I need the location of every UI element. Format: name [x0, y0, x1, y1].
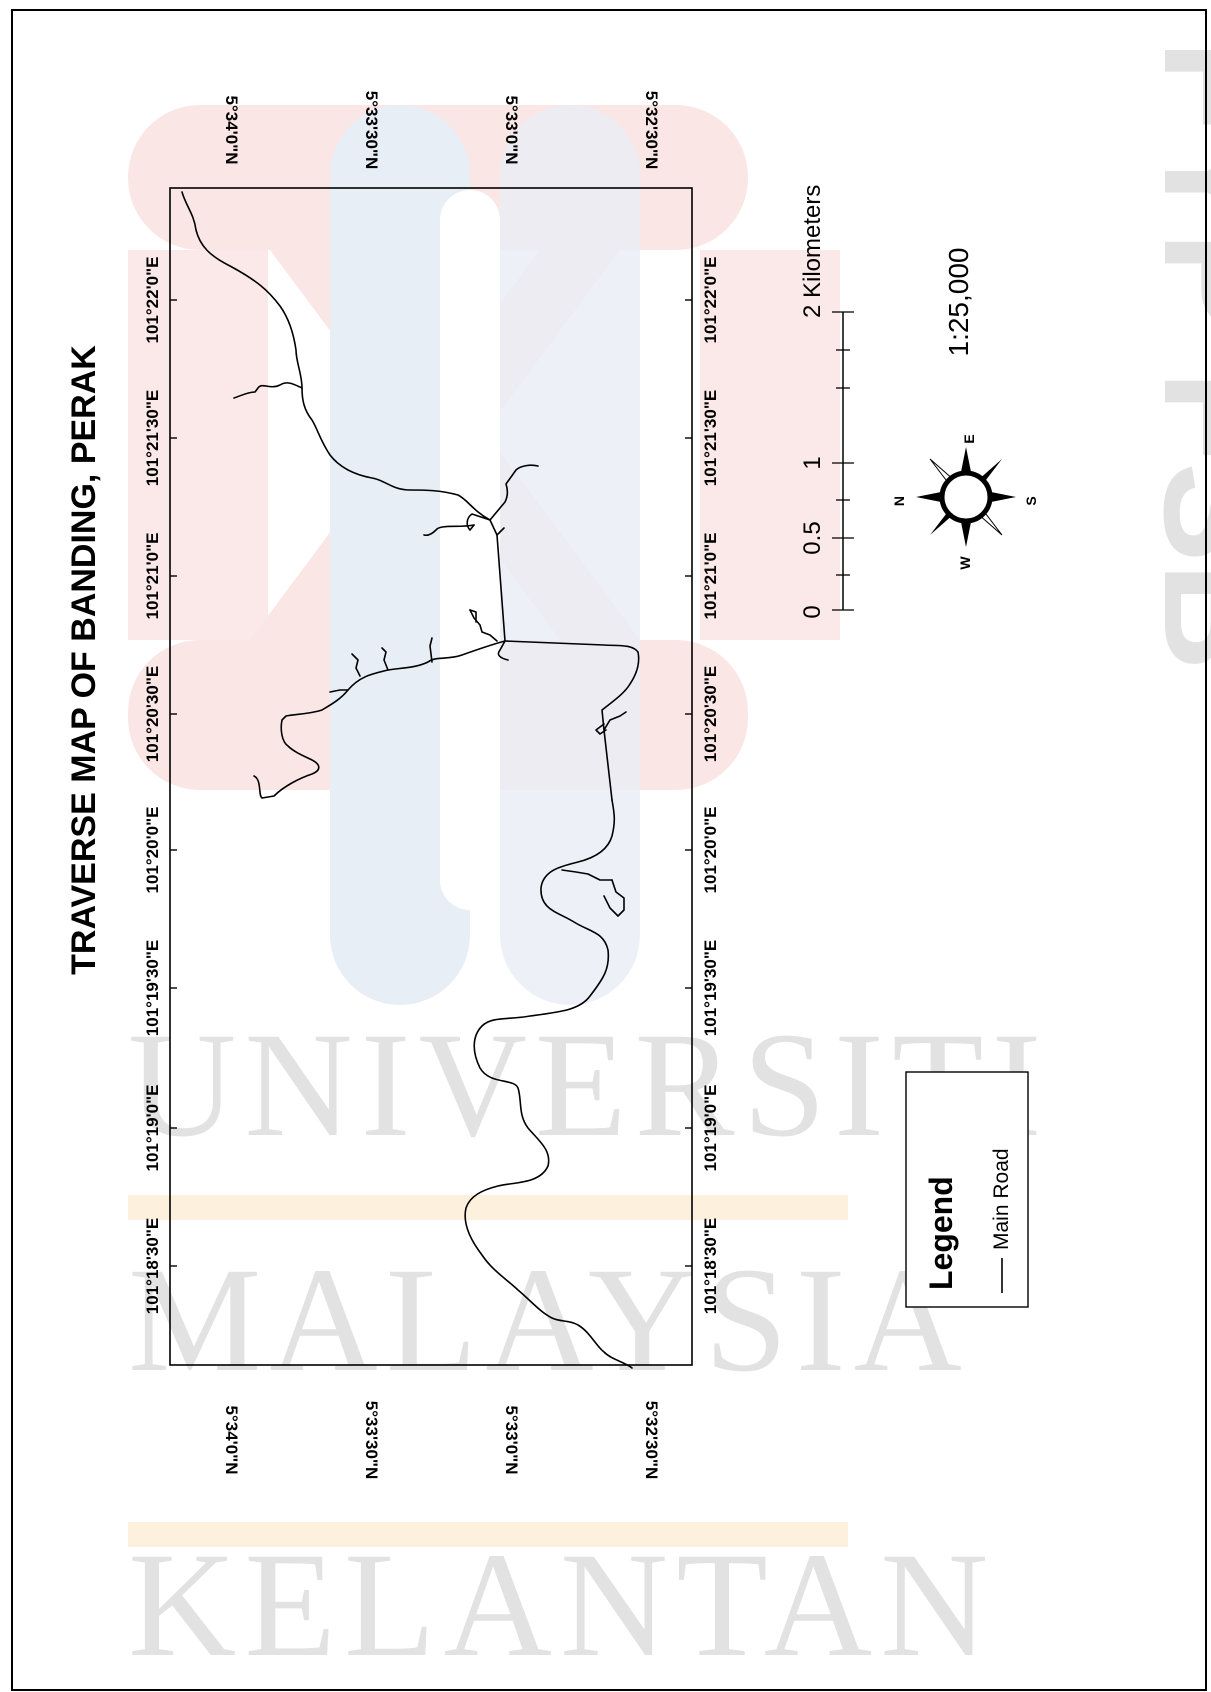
scale-bar: 0 0.5 1 2 Kilometers	[799, 185, 854, 619]
longitude-label-left: 101°22'0"E	[143, 257, 162, 344]
side-road-line	[469, 609, 477, 623]
longitude-label-left: 101°19'30"E	[143, 940, 162, 1036]
watermark-line-1: UNIVERSITI	[128, 1002, 1050, 1168]
longitude-label-right: 101°22'0"E	[701, 257, 720, 344]
longitude-label-right: 101°21'30"E	[701, 390, 720, 486]
watermark-line-2: MALAYSIA	[128, 1237, 970, 1403]
longitude-label-left: 101°18'30"E	[143, 1218, 162, 1314]
map-title: TRAVERSE MAP OF BANDING, PERAK	[65, 345, 103, 975]
university-watermark: UNIVERSITI MALAYSIA KELANTAN FYP FSB	[128, 40, 1211, 1688]
main-road-network	[181, 191, 640, 1369]
latitude-labels-top: 5°34'0"N 5°33'30"N 5°33'0"N 5°32'30"N	[222, 91, 661, 169]
watermark-line-3: KELANTAN	[128, 1522, 997, 1688]
side-road-line	[595, 723, 607, 735]
main-road-line	[504, 640, 640, 801]
longitude-label-right: 101°20'0"E	[701, 807, 720, 894]
longitude-label-left: 101°21'30"E	[143, 390, 162, 486]
page-border	[11, 9, 1207, 1691]
longitude-label-right: 101°19'30"E	[701, 940, 720, 1036]
side-road-line	[329, 689, 349, 693]
latitude-label-top: 5°32'30"N	[642, 91, 661, 169]
longitude-ticks	[170, 299, 692, 1267]
map-frame	[169, 187, 693, 1366]
side-road-line	[429, 637, 433, 663]
watermark-edge-text: FYP FSB	[1133, 40, 1211, 671]
legend-main-road-label: Main Road	[990, 1148, 1013, 1250]
longitude-labels-right: 101°18'30"E 101°19'0"E 101°19'30"E 101°20'0…	[701, 257, 720, 1315]
compass-n: N	[891, 496, 907, 506]
main-road-line	[181, 191, 491, 521]
watermark-logo	[128, 105, 840, 1005]
legend: Legend Main Road	[905, 1071, 1029, 1308]
main-road-line	[464, 799, 633, 1369]
side-road-line	[233, 382, 303, 399]
side-road-line	[253, 640, 506, 799]
watermark-band-top	[128, 1195, 848, 1220]
compass-s: S	[1023, 496, 1039, 505]
side-road-line	[496, 527, 505, 536]
side-road-line	[561, 869, 613, 881]
compass-icon: N E S W	[891, 434, 1039, 569]
side-road-line	[469, 609, 498, 642]
longitude-label-right: 101°21'0"E	[701, 533, 720, 620]
compass-w: W	[957, 556, 973, 570]
longitude-labels-left: 101°18'30"E 101°19'0"E 101°19'30"E 101°20'0…	[143, 257, 162, 1315]
latitude-label-bottom: 5°34'0"N	[222, 1406, 241, 1475]
legend-title: Legend	[923, 1176, 959, 1290]
side-road-line	[489, 464, 539, 521]
side-road-line	[423, 524, 475, 537]
scale-ratio: 1:25,000	[943, 248, 974, 357]
side-road-line	[466, 513, 491, 531]
compass-e: E	[961, 434, 977, 443]
longitude-label-left: 101°21'0"E	[143, 533, 162, 620]
latitude-label-bottom: 5°33'0"N	[502, 1406, 521, 1475]
side-road-line	[603, 879, 625, 917]
scale-label-0-5: 0.5	[799, 521, 826, 554]
latitude-label-top: 5°33'0"N	[502, 96, 521, 165]
side-road-line	[603, 711, 627, 731]
latitude-label-bottom: 5°33'30"N	[362, 1401, 381, 1479]
side-road-line	[351, 653, 361, 677]
longitude-label-right: 101°20'30"E	[701, 666, 720, 762]
latitude-label-top: 5°34'0"N	[222, 96, 241, 165]
scale-label-2-km: 2 Kilometers	[799, 185, 826, 318]
longitude-label-left: 101°20'0"E	[143, 807, 162, 894]
watermark-band-bottom	[128, 1522, 848, 1547]
scale-label-0: 0	[799, 605, 826, 618]
side-road-line	[381, 647, 389, 671]
longitude-label-right: 101°18'30"E	[701, 1218, 720, 1314]
longitude-label-left: 101°20'30"E	[143, 666, 162, 762]
side-road-line	[497, 640, 509, 661]
latitude-labels-bottom: 5°34'0"N 5°33'30"N 5°33'0"N 5°32'30"N	[222, 1401, 661, 1479]
legend-box	[905, 1071, 1029, 1308]
longitude-label-left: 101°19'0"E	[143, 1085, 162, 1172]
scale-label-1: 1	[799, 456, 826, 469]
latitude-label-bottom: 5°32'30"N	[642, 1401, 661, 1479]
latitude-label-top: 5°33'30"N	[362, 91, 381, 169]
longitude-label-right: 101°19'0"E	[701, 1085, 720, 1172]
